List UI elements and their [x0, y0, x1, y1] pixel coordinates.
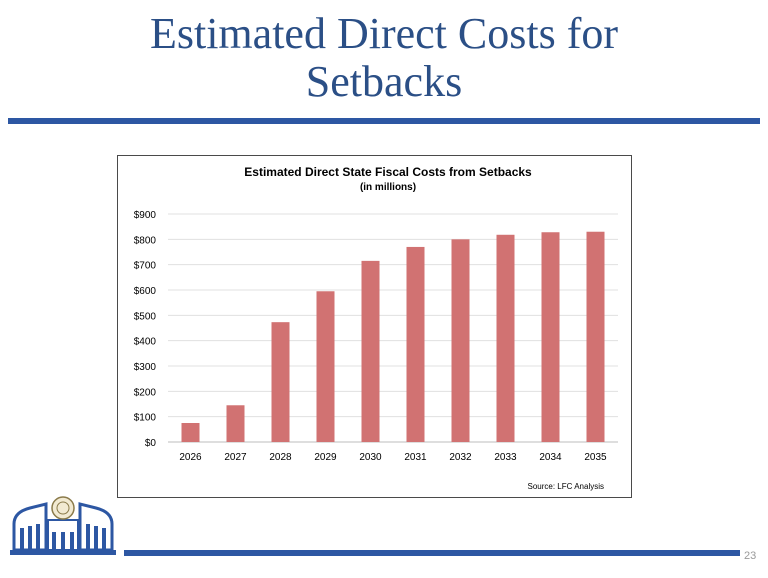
bar-2035 [586, 231, 605, 442]
slide-title: Estimated Direct Costs for Setbacks [0, 10, 768, 106]
bar-2034 [541, 232, 560, 442]
capitol-building-seal-icon [10, 494, 116, 561]
x-tick-label: 2030 [359, 452, 382, 463]
x-tick-label: 2035 [584, 452, 607, 463]
x-tick-label: 2032 [449, 452, 472, 463]
bar-chart: Estimated Direct State Fiscal Costs from… [134, 165, 618, 491]
y-tick-label: $200 [134, 387, 157, 398]
bars [181, 231, 605, 442]
chart-title: Estimated Direct State Fiscal Costs from… [244, 165, 532, 179]
slide-title-line-1: Estimated Direct Costs for [149, 9, 618, 58]
x-tick-label: 2026 [179, 452, 202, 463]
y-tick-label: $600 [134, 286, 157, 297]
x-tick-label: 2031 [404, 452, 427, 463]
x-axis-labels: 2026 2027 2028 2029 2030 2031 2032 2033 2034 2035 [179, 452, 607, 463]
x-tick-label: 2033 [494, 452, 517, 463]
bar-2032 [451, 239, 470, 442]
bar-2031 [406, 246, 425, 442]
bar-2027 [226, 405, 245, 442]
y-tick-label: $400 [134, 337, 157, 348]
bar-2026 [181, 423, 200, 442]
chart-source: Source: LFC Analysis [528, 482, 604, 491]
x-tick-label: 2034 [539, 452, 562, 463]
slide-title-line-2: Setbacks [305, 57, 463, 106]
chart-frame: Estimated Direct State Fiscal Costs from… [117, 155, 632, 498]
footer-divider [124, 550, 740, 556]
x-tick-label: 2027 [224, 452, 247, 463]
x-tick-label: 2029 [314, 452, 337, 463]
bar-2033 [496, 234, 515, 442]
chart-subtitle: (in millions) [360, 182, 416, 193]
y-tick-label: $300 [134, 362, 157, 373]
y-tick-label: $700 [134, 261, 157, 272]
bar-2029 [316, 291, 335, 442]
y-axis-labels: $0 $100 $200 $300 $400 $500 $600 $700 $800 $900 [134, 210, 157, 449]
x-tick-label: 2028 [269, 452, 292, 463]
y-tick-label: $900 [134, 210, 157, 221]
page-number: 23 [744, 550, 757, 562]
y-tick-label: $500 [134, 311, 157, 322]
y-tick-label: $800 [134, 235, 157, 246]
bar-2028 [271, 322, 290, 442]
y-tick-label: $100 [134, 413, 157, 424]
title-divider [8, 118, 760, 124]
y-tick-label: $0 [145, 438, 157, 449]
bar-2030 [361, 260, 380, 442]
